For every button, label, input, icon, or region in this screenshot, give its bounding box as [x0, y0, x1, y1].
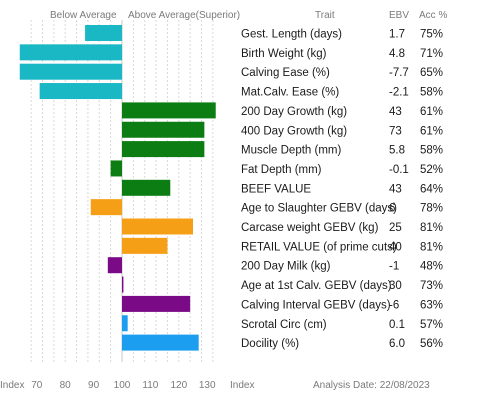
- header-above-average: Above Average(Superior): [128, 10, 240, 21]
- row-labels: Gest. Length (days) 1.7 75% Birth Weight (k…: [241, 29, 443, 351]
- x-tick-label: 80: [60, 380, 72, 391]
- header-below-average: Below Average: [50, 10, 117, 21]
- x-tick-label: 90: [88, 380, 100, 391]
- trait-label: 400 Day Growth (kg): [241, 125, 347, 137]
- bar-16: [122, 334, 199, 351]
- bar-4: [122, 102, 216, 119]
- ebv-value: -1: [389, 261, 399, 273]
- ebv-value: -2.1: [389, 87, 409, 99]
- bar-11: [122, 237, 168, 254]
- trait-label: Calving Interval GEBV (days): [241, 299, 391, 311]
- trait-label: Mat.Calv. Ease (%): [241, 87, 339, 99]
- acc-value: 71%: [420, 48, 443, 60]
- bar-9: [90, 199, 122, 216]
- acc-value: 58%: [420, 145, 443, 157]
- trait-label: Fat Depth (mm): [241, 164, 322, 176]
- acc-value: 61%: [420, 125, 443, 137]
- trait-label: RETAIL VALUE (of prime cuts): [241, 241, 397, 253]
- acc-value: 61%: [420, 106, 443, 118]
- x-axis-ticks: 70 80 90 100 110 120 130: [31, 380, 216, 391]
- ebv-value: 43: [389, 183, 402, 195]
- bar-10: [122, 218, 193, 235]
- acc-value: 58%: [420, 87, 443, 99]
- ebv-value: 1.7: [389, 29, 405, 41]
- bar-15: [122, 315, 128, 332]
- bar-3: [39, 83, 122, 100]
- acc-value: 63%: [420, 299, 443, 311]
- bar-5: [122, 121, 205, 138]
- acc-value: 48%: [420, 261, 443, 273]
- bar-6: [122, 141, 205, 158]
- ebv-value: -7.7: [389, 67, 409, 79]
- acc-value: 81%: [420, 222, 443, 234]
- x-tick-label: 120: [170, 380, 187, 391]
- x-tick-label: 70: [31, 380, 43, 391]
- acc-value: 64%: [420, 183, 443, 195]
- bars: [19, 25, 216, 351]
- acc-value: 81%: [420, 241, 443, 253]
- x-tick-label: 100: [114, 380, 131, 391]
- bar-7: [110, 160, 122, 177]
- ebv-value: 43: [389, 106, 402, 118]
- trait-label: BEEF VALUE: [241, 183, 311, 195]
- trait-label: Birth Weight (kg): [241, 48, 327, 60]
- x-tick-label: 130: [199, 380, 216, 391]
- ebv-value: 0.1: [389, 319, 405, 331]
- ebv-value: 5.8: [389, 145, 405, 157]
- header-ebv: EBV: [389, 10, 409, 21]
- trait-label: Gest. Length (days): [241, 29, 342, 41]
- trait-label: Age at 1st Calv. GEBV (days): [241, 280, 392, 292]
- bar-13: [122, 276, 124, 293]
- trait-label: Muscle Depth (mm): [241, 145, 341, 157]
- ebv-value: -6: [389, 299, 399, 311]
- header-trait: Trait: [315, 10, 335, 21]
- x-tick-label: 110: [142, 380, 158, 391]
- trait-label: Docility (%): [241, 338, 299, 350]
- ebv-value: 25: [389, 222, 402, 234]
- ebv-value: 4.8: [389, 48, 405, 60]
- acc-value: 56%: [420, 338, 443, 350]
- index-label-right: Index: [230, 380, 254, 391]
- ebv-value: 73: [389, 125, 402, 137]
- bar-12: [107, 257, 122, 274]
- ebv-value: -0.1: [389, 164, 409, 176]
- analysis-date: Analysis Date: 22/08/2023: [313, 380, 430, 391]
- acc-value: 52%: [420, 164, 443, 176]
- ebv-value: 6: [389, 203, 395, 215]
- acc-value: 75%: [420, 29, 443, 41]
- acc-value: 65%: [420, 67, 443, 79]
- trait-label: 200 Day Growth (kg): [241, 106, 347, 118]
- trait-label: Scrotal Circ (cm): [241, 319, 327, 331]
- trait-label: Carcase weight GEBV (kg): [241, 222, 379, 234]
- ebv-value: 6.0: [389, 338, 405, 350]
- trait-label: 200 Day Milk (kg): [241, 261, 331, 273]
- ebv-value: 30: [389, 280, 402, 292]
- index-label-left: Index: [0, 380, 24, 391]
- bar-0: [85, 25, 122, 41]
- acc-value: 73%: [420, 280, 443, 292]
- bar-14: [122, 295, 191, 312]
- trait-label: Age to Slaughter GEBV (days): [241, 203, 397, 215]
- bar-2: [19, 63, 122, 80]
- bar-8: [122, 179, 171, 196]
- bar-1: [19, 44, 122, 61]
- header-acc: Acc %: [419, 10, 447, 21]
- acc-value: 78%: [420, 203, 443, 215]
- acc-value: 57%: [420, 319, 443, 331]
- trait-label: Calving Ease (%): [241, 67, 330, 79]
- ebv-value: 40: [389, 241, 402, 253]
